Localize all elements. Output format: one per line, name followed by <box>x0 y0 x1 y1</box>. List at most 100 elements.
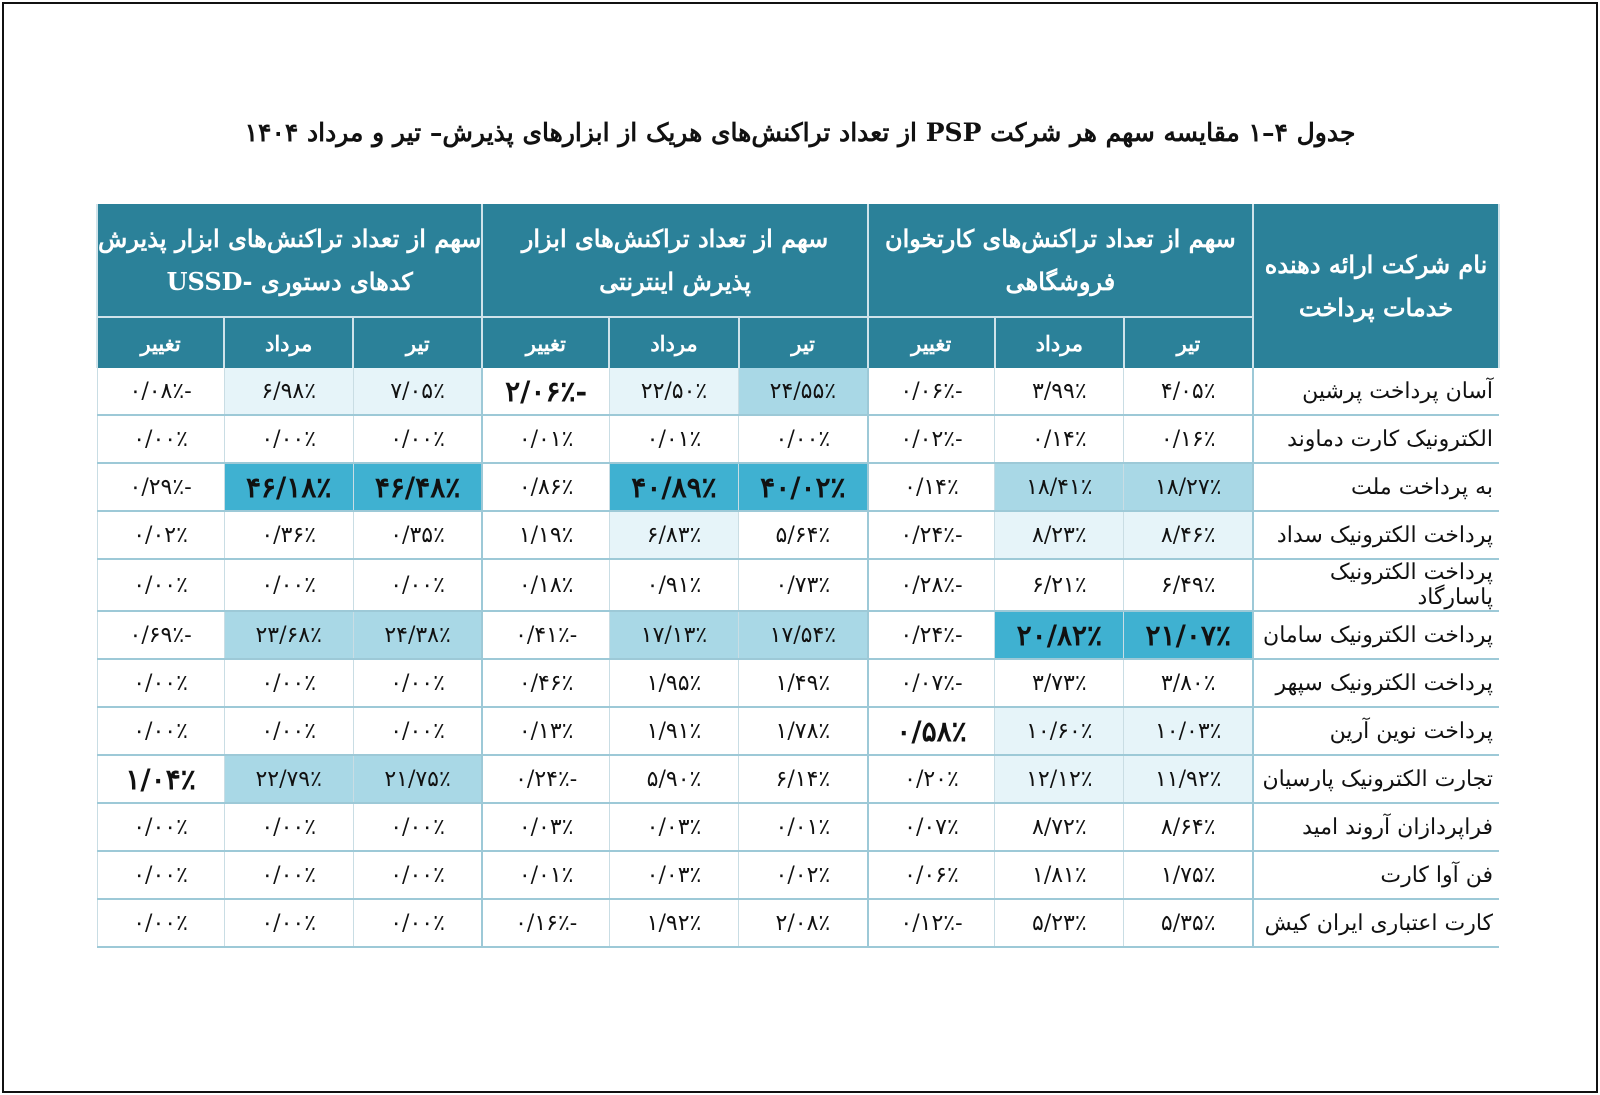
pos-tir-value: ۵/۳۵٪ <box>1123 899 1254 948</box>
int-mordad-value: ۱۷/۱۳٪ <box>608 611 739 660</box>
header-pos: سهم از تعداد تراکنش‌های کارتخوان فروشگاه… <box>866 204 1255 317</box>
company-name: فن آوا کارت <box>1252 851 1499 900</box>
int-tir-value: ۲/۰۸٪ <box>738 899 868 948</box>
pos-change-value: ۰/۰۷٪ <box>866 803 995 852</box>
pos-change-value: ۰/۲۰٪ <box>866 755 995 804</box>
pos-mordad-value: ۳/۹۹٪ <box>994 368 1124 416</box>
pos-change-value: -۰/۲۴٪ <box>866 611 995 660</box>
int-change-value: ۰/۱۳٪ <box>481 707 610 756</box>
ussd-mordad-value: ۲۳/۶۸٪ <box>223 611 354 660</box>
company-name: پرداخت الکترونیک سپهر <box>1252 659 1499 708</box>
table-row: فراپردازان آروند امید ۸/۶۴٪ ۸/۷۲٪ ۰/۰۷٪ … <box>96 803 1499 852</box>
int-mordad-value: ۶/۸۳٪ <box>608 511 739 560</box>
pos-tir-value: ۱۱/۹۲٪ <box>1123 755 1254 804</box>
int-mordad-value: ۱/۹۲٪ <box>608 899 739 948</box>
table-row: فن آوا کارت ۱/۷۵٪ ۱/۸۱٪ ۰/۰۶٪ ۰/۰۲٪ ۰/۰۳… <box>96 851 1499 900</box>
pos-tir-value: ۶/۴۹٪ <box>1123 559 1254 612</box>
pos-tir-value: ۴/۰۵٪ <box>1123 368 1254 416</box>
pos-mordad-value: ۶/۲۱٪ <box>994 559 1124 612</box>
company-name: الکترونیک کارت دماوند <box>1252 415 1499 464</box>
int-change-value: ۰/۴۶٪ <box>481 659 610 708</box>
ussd-change-value: -۰/۲۹٪ <box>96 463 225 512</box>
pos-change-value: -۰/۰۲٪ <box>866 415 995 464</box>
table-row: پرداخت الکترونیک سداد ۸/۴۶٪ ۸/۲۳٪ -۰/۲۴٪… <box>96 511 1499 560</box>
int-mordad-value: ۲۲/۵۰٪ <box>608 368 739 416</box>
ussd-change-value: ۰/۰۰٪ <box>96 803 225 852</box>
ussd-tir-value: ۰/۰۰٪ <box>352 415 483 464</box>
int-tir-value: ۰/۰۱٪ <box>738 803 868 852</box>
int-change-value: ۰/۰۱٪ <box>481 415 610 464</box>
int-tir-value: ۰/۷۳٪ <box>738 559 868 612</box>
pos-mordad-value: ۱۸/۴۱٪ <box>994 463 1124 512</box>
ussd-mordad-value: ۰/۰۰٪ <box>223 415 354 464</box>
pos-change-value: -۰/۰۶٪ <box>866 368 995 416</box>
int-tir-value: ۵/۶۴٪ <box>738 511 868 560</box>
company-name: کارت اعتباری ایران کیش <box>1252 899 1499 948</box>
pos-change-value: -۰/۲۴٪ <box>866 511 995 560</box>
int-change-value: -۰/۱۶٪ <box>481 899 610 948</box>
pos-tir-value: ۲۱/۰۷٪ <box>1123 611 1254 660</box>
int-mordad-value: ۰/۰۱٪ <box>608 415 739 464</box>
company-name: تجارت الکترونیک پارسیان <box>1252 755 1499 804</box>
ussd-tir-value: ۷/۰۵٪ <box>352 368 483 416</box>
pos-tir-value: ۸/۴۶٪ <box>1123 511 1254 560</box>
ussd-mordad-value: ۰/۰۰٪ <box>223 707 354 756</box>
int-change-value: ۰/۰۱٪ <box>481 851 610 900</box>
int-change-value: -۰/۲۴٪ <box>481 755 610 804</box>
header-int-change: تغییر <box>481 316 611 368</box>
table-row: پرداخت الکترونیک پاسارگاد ۶/۴۹٪ ۶/۲۱٪ -۰… <box>96 559 1499 612</box>
pos-change-value: -۰/۱۲٪ <box>866 899 995 948</box>
pos-mordad-value: ۱۲/۱۲٪ <box>994 755 1124 804</box>
ussd-tir-value: ۰/۰۰٪ <box>352 899 483 948</box>
psp-share-table: نام شرکت ارائه دهنده خدمات پرداخت سهم از… <box>95 204 1500 948</box>
ussd-tir-value: ۰/۰۰٪ <box>352 659 483 708</box>
ussd-change-value: ۰/۰۲٪ <box>96 511 225 560</box>
pos-change-value: ۰/۰۶٪ <box>866 851 995 900</box>
pos-change-value: -۰/۰۷٪ <box>866 659 995 708</box>
int-mordad-value: ۰/۹۱٪ <box>608 559 739 612</box>
company-name: فراپردازان آروند امید <box>1252 803 1499 852</box>
table-row: تجارت الکترونیک پارسیان ۱۱/۹۲٪ ۱۲/۱۲٪ ۰/… <box>96 755 1499 804</box>
ussd-change-value: ۰/۰۰٪ <box>96 899 225 948</box>
ussd-mordad-value: ۰/۰۰٪ <box>223 659 354 708</box>
int-tir-value: ۰/۰۰٪ <box>738 415 868 464</box>
ussd-mordad-value: ۰/۰۰٪ <box>223 851 354 900</box>
header-pos-change: تغییر <box>866 316 996 368</box>
int-tir-value: ۱/۷۸٪ <box>738 707 868 756</box>
ussd-mordad-value: ۰/۰۰٪ <box>223 559 354 612</box>
ussd-change-value: ۱/۰۴٪ <box>96 755 225 804</box>
header-ussd-change: تغییر <box>95 316 226 368</box>
table-row: پرداخت الکترونیک سامان ۲۱/۰۷٪ ۲۰/۸۲٪ -۰/… <box>96 611 1499 660</box>
pos-tir-value: ۸/۶۴٪ <box>1123 803 1254 852</box>
pos-mordad-value: ۱/۸۱٪ <box>994 851 1124 900</box>
pos-mordad-value: ۵/۲۳٪ <box>994 899 1124 948</box>
pos-tir-value: ۱۸/۲۷٪ <box>1123 463 1254 512</box>
ussd-tir-value: ۰/۰۰٪ <box>352 851 483 900</box>
ussd-mordad-value: ۴۶/۱۸٪ <box>223 463 354 512</box>
table-row: پرداخت نوین آرین ۱۰/۰۳٪ ۱۰/۶۰٪ ۰/۵۸٪ ۱/۷… <box>96 707 1499 756</box>
company-name: پرداخت نوین آرین <box>1252 707 1499 756</box>
header-ussd-tir: تیر <box>352 316 484 368</box>
table-row: الکترونیک کارت دماوند ۰/۱۶٪ ۰/۱۴٪ -۰/۰۲٪… <box>96 415 1499 464</box>
ussd-tir-value: ۴۶/۴۸٪ <box>352 463 483 512</box>
header-internet: سهم از تعداد تراکنش‌های ابزار پذیرش اینت… <box>481 204 869 317</box>
header-pos-mordad: مرداد <box>993 316 1125 368</box>
int-mordad-value: ۵/۹۰٪ <box>608 755 739 804</box>
int-change-value: ۰/۱۸٪ <box>481 559 610 612</box>
pos-tir-value: ۰/۱۶٪ <box>1123 415 1254 464</box>
company-name: پرداخت الکترونیک سداد <box>1252 511 1499 560</box>
pos-change-value: -۰/۲۸٪ <box>866 559 995 612</box>
header-int-mordad: مرداد <box>608 316 740 368</box>
int-change-value: ۰/۰۳٪ <box>481 803 610 852</box>
pos-change-value: ۰/۵۸٪ <box>866 707 995 756</box>
pos-change-value: ۰/۱۴٪ <box>866 463 995 512</box>
table-row: به پرداخت ملت ۱۸/۲۷٪ ۱۸/۴۱٪ ۰/۱۴٪ ۴۰/۰۲٪… <box>96 463 1499 512</box>
header-row-groups: نام شرکت ارائه دهنده خدمات پرداخت سهم از… <box>95 204 1500 368</box>
int-change-value: -۰/۴۱٪ <box>481 611 610 660</box>
company-name: پرداخت الکترونیک سامان <box>1252 611 1499 660</box>
table-row: پرداخت الکترونیک سپهر ۳/۸۰٪ ۳/۷۳٪ -۰/۰۷٪… <box>96 659 1499 708</box>
ussd-mordad-value: ۰/۰۰٪ <box>223 803 354 852</box>
ussd-tir-value: ۲۱/۷۵٪ <box>352 755 483 804</box>
header-ussd: سهم از تعداد تراکنش‌های ابزار پذیرش کدها… <box>95 204 484 317</box>
pos-tir-value: ۱/۷۵٪ <box>1123 851 1254 900</box>
